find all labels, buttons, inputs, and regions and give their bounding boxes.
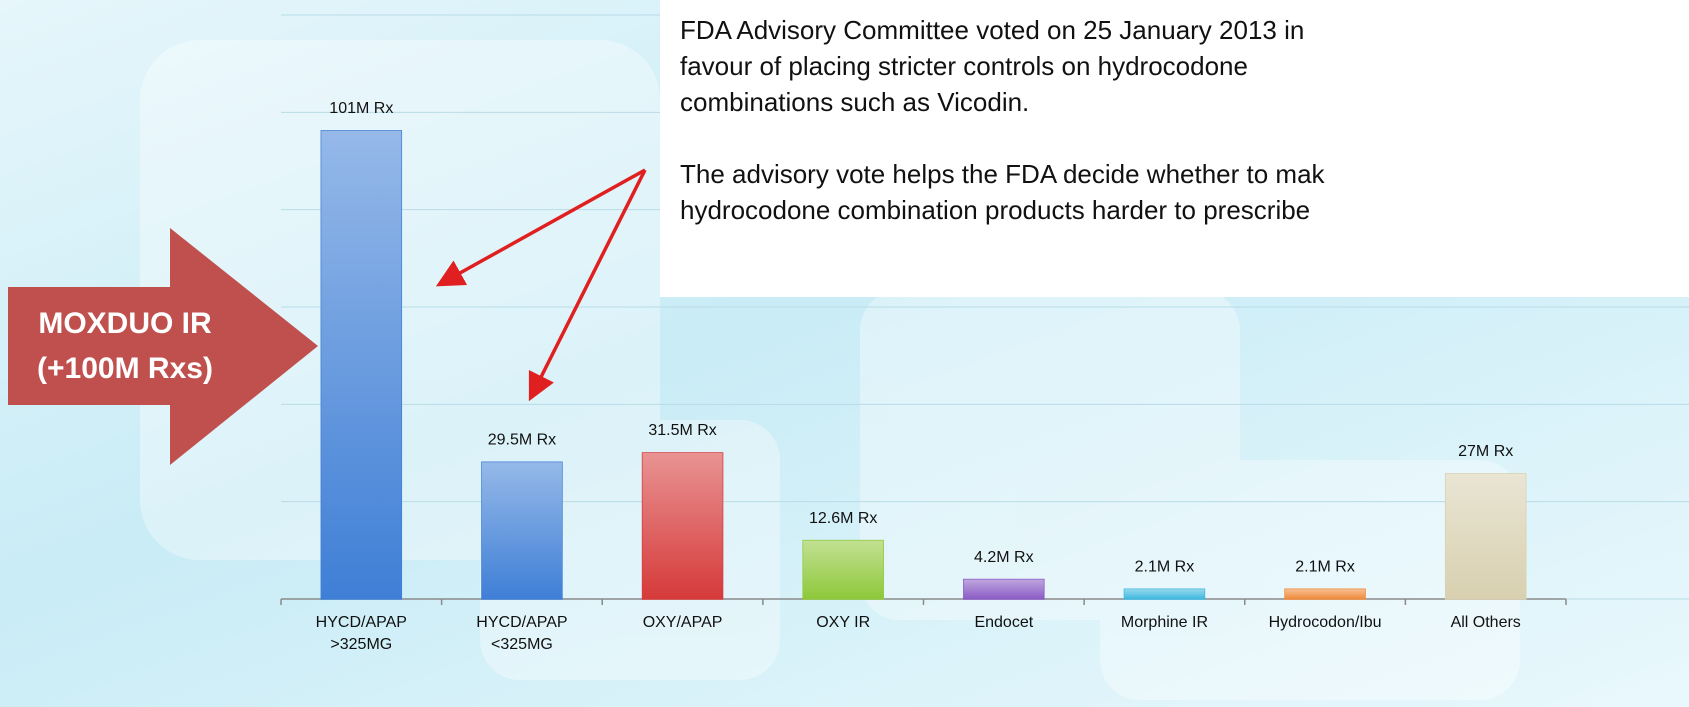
value-label: 31.5M Rx	[648, 422, 716, 439]
annotation-line: favour of placing stricter controls on h…	[680, 51, 1248, 81]
annotation-paragraph: FDA Advisory Committee voted on 25 Janua…	[680, 12, 1689, 120]
bar-shine	[481, 462, 562, 599]
bars: 101M Rx 29.5M Rx 31.5M Rx 12.6M Rx 4.2M Rx 2.…	[320, 100, 1527, 600]
callout-line: MOXDUO IR	[38, 307, 212, 340]
value-label: 12.6M Rx	[809, 510, 877, 527]
bar-shine	[803, 540, 884, 599]
value-label: 2.1M Rx	[1295, 558, 1355, 575]
x-tick-label: Morphine IR	[1120, 614, 1209, 631]
x-tick-label: OXY IR	[816, 614, 871, 631]
annotation-box: FDA Advisory Committee voted on 25 Janua…	[660, 0, 1689, 297]
bar-shine	[1445, 473, 1526, 599]
value-label: 2.1M Rx	[1135, 558, 1195, 575]
bar-shine	[963, 579, 1044, 599]
x-tick-label: HYCD/APAP >325MG	[315, 614, 407, 653]
x-tick-label: Hydrocodon/Ibu	[1268, 614, 1382, 631]
annotation-line: The advisory vote helps the FDA decide w…	[680, 159, 1325, 189]
callout-arrow: MOXDUO IR (+100M Rxs)	[8, 228, 318, 465]
annotation-line: FDA Advisory Committee voted on 25 Janua…	[680, 15, 1305, 45]
x-tick-label: All Others	[1450, 614, 1521, 631]
x-tick-label: HYCD/APAP <325MG	[476, 614, 568, 653]
annotation-line: hydrocodone combination products harder …	[680, 195, 1311, 225]
value-label: 29.5M Rx	[488, 431, 556, 448]
bar-shine	[321, 130, 402, 599]
value-label: 27M Rx	[1458, 443, 1513, 460]
x-tick-label: Endocet	[974, 614, 1034, 631]
annotation-line: combinations such as Vicodin.	[680, 87, 1030, 117]
bar-shine	[1285, 589, 1366, 599]
annotation-paragraph: The advisory vote helps the FDA decide w…	[680, 156, 1689, 228]
x-tick-label: OXY/APAP	[642, 614, 723, 631]
bar-shine	[642, 453, 723, 599]
arrow-shape	[8, 228, 318, 465]
value-label: 4.2M Rx	[974, 549, 1034, 566]
bar-shine	[1124, 589, 1205, 599]
callout-line: (+100M Rxs)	[37, 352, 213, 385]
value-label: 101M Rx	[329, 100, 393, 117]
